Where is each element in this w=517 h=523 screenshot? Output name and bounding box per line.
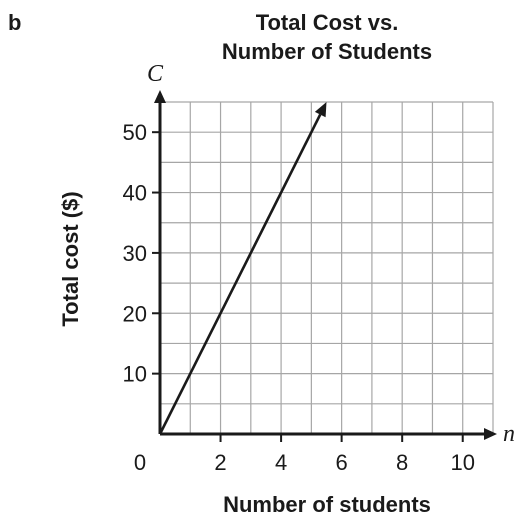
y-tick-label: 50 (123, 120, 147, 145)
x-axis-arrowhead (484, 428, 497, 440)
y-tick-label: 40 (123, 181, 147, 206)
x-tick-label: 4 (275, 450, 287, 475)
x-tick-label: 10 (450, 450, 474, 475)
chart-title-line1: Total Cost vs. (256, 10, 399, 35)
y-tick-label: 20 (123, 301, 147, 326)
chart-title-line2: Number of Students (222, 39, 432, 64)
y-axis-label: Total cost ($) (58, 191, 83, 326)
grid-lines (160, 101, 494, 434)
y-tick-label: 10 (123, 362, 147, 387)
x-tick-label: 2 (214, 450, 226, 475)
x-axis-variable: n (503, 421, 515, 447)
origin-label: 0 (134, 450, 146, 475)
axes (154, 90, 497, 440)
tick-labels: 2 4 6 8 10 10 20 30 40 50 (123, 120, 475, 475)
cost-line (158, 113, 322, 435)
panel-label: b (8, 10, 21, 35)
y-tick-label: 30 (123, 241, 147, 266)
y-axis-arrowhead (154, 90, 166, 103)
y-axis-variable: C (147, 61, 164, 87)
cost-line-arrowhead (314, 102, 327, 118)
x-axis-label: Number of students (223, 492, 431, 517)
series-group (158, 102, 327, 435)
x-tick-label: 6 (336, 450, 348, 475)
x-tick-label: 8 (396, 450, 408, 475)
